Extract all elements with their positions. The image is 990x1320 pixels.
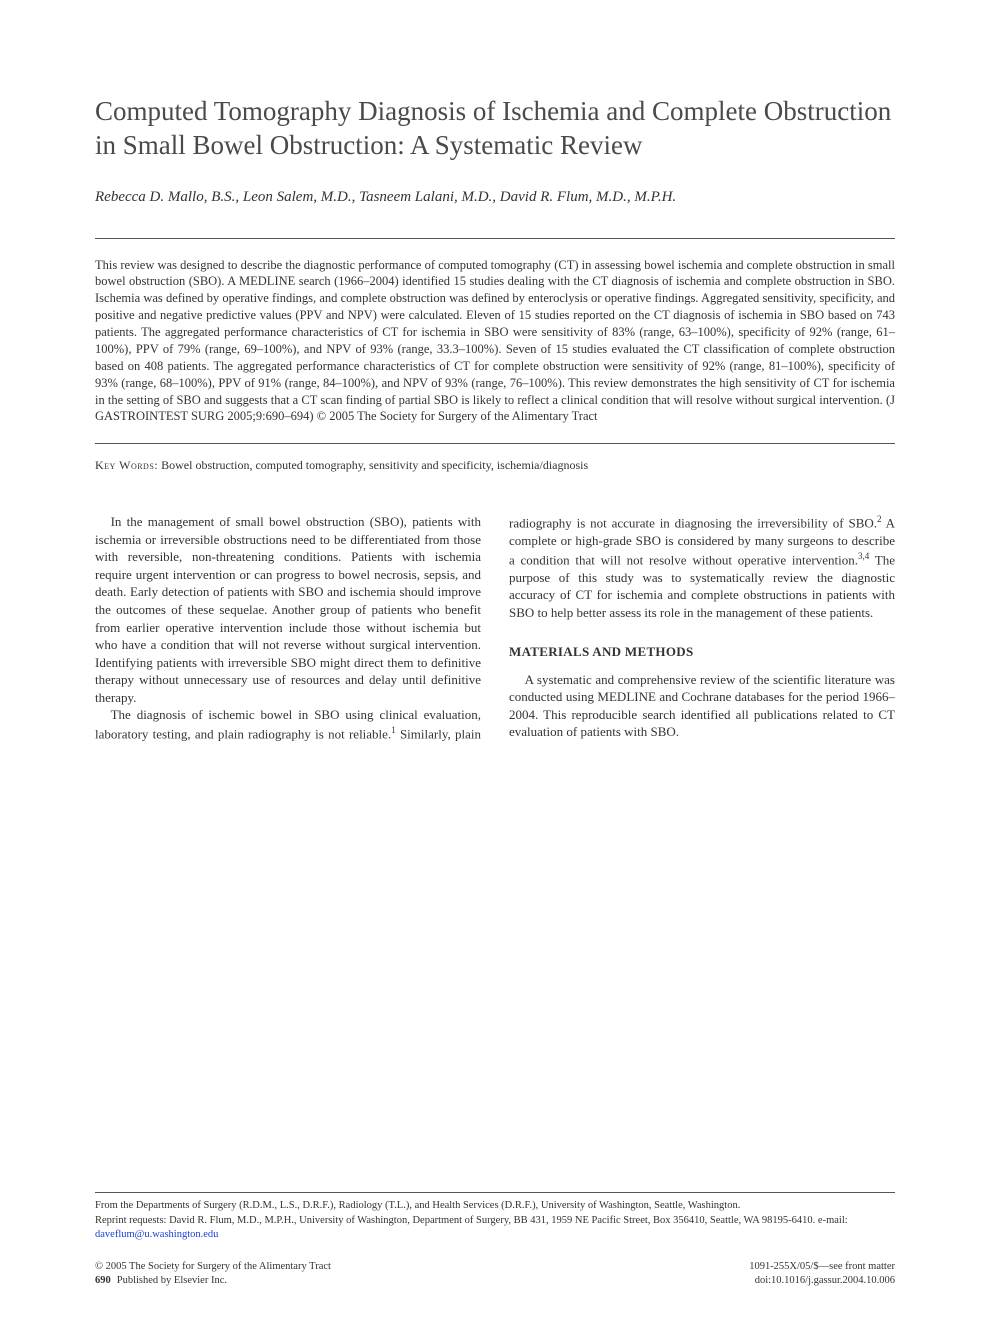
page-number: 690: [95, 1275, 111, 1286]
issn-line: 1091-255X/05/$—see front matter: [749, 1260, 895, 1274]
affiliation-line-2: Reprint requests: David R. Flum, M.D., M…: [95, 1214, 895, 1242]
rule-bottom: [95, 443, 895, 444]
article-title: Computed Tomography Diagnosis of Ischemi…: [95, 95, 895, 163]
paragraph-4: A systematic and comprehensive review of…: [509, 671, 895, 741]
affiliation-block: From the Departments of Surgery (R.D.M.,…: [95, 1192, 895, 1242]
author-email-link[interactable]: daveflum@u.washington.edu: [95, 1229, 218, 1240]
keywords-text: Bowel obstruction, computed tomography, …: [161, 458, 588, 472]
abstract: This review was designed to describe the…: [95, 257, 895, 426]
affiliation-line-1: From the Departments of Surgery (R.D.M.,…: [95, 1199, 895, 1213]
paragraph-1: In the management of small bowel obstruc…: [95, 513, 481, 706]
citation-ref-34[interactable]: 3,4: [858, 551, 869, 561]
page-footer: © 2005 The Society for Surgery of the Al…: [95, 1260, 895, 1288]
author-list: Rebecca D. Mallo, B.S., Leon Salem, M.D.…: [95, 187, 895, 208]
p3-text-a: is not accurate in diagnosing the irreve…: [577, 516, 877, 531]
copyright-line: © 2005 The Society for Surgery of the Al…: [95, 1260, 331, 1274]
rule-top: [95, 238, 895, 239]
doi-line: doi:10.1016/j.gassur.2004.10.006: [755, 1274, 895, 1288]
body-text: In the management of small bowel obstruc…: [95, 513, 895, 742]
publisher-line: Published by Elsevier Inc.: [117, 1275, 227, 1286]
reprint-text: Reprint requests: David R. Flum, M.D., M…: [95, 1215, 848, 1226]
section-heading-methods: MATERIALS AND METHODS: [509, 643, 895, 661]
keywords-line: Key Words: Bowel obstruction, computed t…: [95, 458, 895, 473]
keywords-label: Key Words:: [95, 458, 158, 472]
